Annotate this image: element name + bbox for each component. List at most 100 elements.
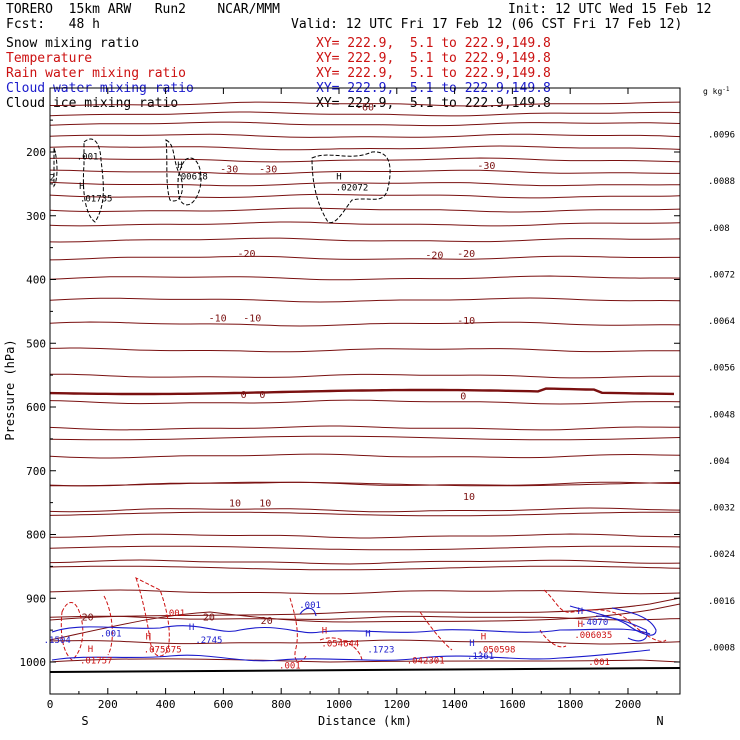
cloudwater-contour (569, 605, 657, 636)
isotherm-line (49, 133, 681, 138)
colorbar-tick-label: .0048 (708, 410, 735, 420)
temperature-label: -20 (237, 249, 255, 260)
isotherm-line (49, 639, 681, 645)
cloud-ice-contour (53, 147, 58, 188)
isotherm-line (49, 507, 681, 513)
rain-label: .01757 (80, 656, 113, 666)
isotherm-line (49, 559, 681, 565)
surface-line (49, 667, 681, 673)
cloudwater-label: .001 (299, 601, 321, 611)
y-tick-label: 500 (26, 337, 46, 350)
cloudwater-label: .1504 (44, 636, 71, 646)
cloud-ice-label: .01735 (80, 195, 113, 205)
rain-label: H (322, 626, 327, 636)
cloud-ice-label: H (336, 172, 341, 182)
contour-labels: -60 -30 -30 -30 -20 -20 -20 -10 -10 -10 0 0 0 10 10 10 2… (44, 103, 613, 672)
temperature-contours (49, 101, 681, 645)
x-axis-label: Distance (km) (318, 714, 412, 728)
temperature-label: 0 (460, 391, 466, 402)
x-tick-label: 400 (156, 698, 176, 711)
legend-temperature-label: Temperature (6, 51, 93, 66)
low-level-contours (49, 577, 681, 673)
temperature-label: 20 (203, 613, 215, 624)
rain-label: .001 (588, 658, 610, 668)
colorbar-tick-label: .0056 (708, 364, 735, 374)
isotherm-line (49, 221, 681, 227)
temperature-label: -20 (457, 249, 475, 260)
x-tick-label: 2000 (615, 698, 642, 711)
colorbar-tick-label: .0008 (708, 643, 735, 653)
temperature-label: -10 (243, 314, 261, 325)
zero-isotherm (49, 387, 675, 396)
rain-label: .006035 (574, 631, 612, 641)
x-tick-label: 1400 (441, 698, 468, 711)
cloudwater-contour (299, 607, 317, 617)
rain-contour (319, 637, 363, 661)
legend-rain-xy: XY= 222.9, 5.1 to 222.9,149.8 (316, 66, 551, 81)
x-tick-label: 1200 (384, 698, 411, 711)
cloudwater-label: H (189, 623, 194, 633)
rain-contour (543, 589, 667, 642)
temperature-label: 10 (259, 498, 271, 509)
rain-label: H (88, 645, 93, 655)
cloudwater-contour (51, 625, 651, 635)
warm-isotherm (49, 658, 681, 663)
cloudwater-label: .1723 (367, 645, 394, 655)
x-tick-label: 1800 (557, 698, 584, 711)
colorbar-tick-label: .008 (708, 224, 730, 234)
colorbar-tick-label: .0064 (708, 317, 735, 327)
cloud-ice-contour (311, 151, 391, 224)
colorbar-tick-label: .0024 (708, 550, 735, 560)
isotherm-line (49, 169, 680, 175)
x-tick-label: 1000 (326, 698, 353, 711)
temperature-label: -30 (477, 161, 495, 172)
temperature-label: 20 (82, 613, 94, 624)
x-tick-label: 800 (271, 698, 291, 711)
cloudwater-label: .001 (100, 630, 122, 640)
temperature-label: -10 (209, 314, 227, 325)
x-tick-label: 1600 (499, 698, 526, 711)
isotherm-line (49, 425, 681, 431)
temperature-label: 20 (261, 616, 273, 627)
legend-snow-xy: XY= 222.9, 5.1 to 222.9,149.8 (316, 36, 551, 51)
rain-contour (60, 602, 84, 661)
rain-contour (289, 597, 307, 663)
cloudwater-contour (595, 615, 648, 642)
colorbar-unit: g kg-1 (703, 86, 730, 96)
y-axis-label: Pressure (hPa) (3, 339, 17, 440)
cloudwater-label: H (469, 639, 474, 649)
temperature-label: -20 (425, 251, 443, 262)
temperature-label: -30 (259, 164, 277, 175)
colorbar-tick-label: .0072 (708, 271, 735, 281)
isotherm-line (49, 511, 680, 517)
isotherm-line (49, 481, 681, 487)
isotherm-line (49, 321, 681, 327)
rain-contour (539, 629, 567, 648)
isotherm-line (49, 565, 681, 571)
rain-label: H (578, 620, 583, 630)
rain-label: .054644 (321, 640, 359, 650)
isotherm-line (49, 181, 681, 187)
temperature-label: -60 (356, 103, 374, 114)
temperature-label: 10 (229, 498, 241, 509)
model-title: TORERO 15km ARW Run2 NCAR/MMM (6, 2, 280, 17)
isotherm-line (49, 545, 681, 551)
legend-temperature-xy: XY= 222.9, 5.1 to 222.9,149.8 (316, 51, 551, 66)
cloud-ice-contours (53, 138, 391, 224)
y-tick-label: 900 (26, 592, 46, 605)
isotherm-line (50, 373, 680, 379)
temperature-label: -10 (457, 316, 475, 327)
isotherm-line (49, 237, 681, 243)
isotherm-line (49, 121, 681, 127)
y-tick-label: 400 (26, 274, 46, 287)
isotherm-line (49, 255, 680, 261)
rain-label: H (481, 633, 486, 643)
isotherm-line (49, 157, 681, 163)
isotherm-line (49, 145, 681, 151)
y-tick-label: 1000 (20, 656, 47, 669)
temperature-label: -30 (220, 164, 238, 175)
axes: 0 200 400 600 800 1000 1200 1400 1600 1800 2000200… (20, 88, 680, 711)
rain-label: .075675 (144, 645, 182, 655)
cloudwater-label: .2745 (195, 636, 222, 646)
cloud-ice-label: H (79, 182, 84, 192)
